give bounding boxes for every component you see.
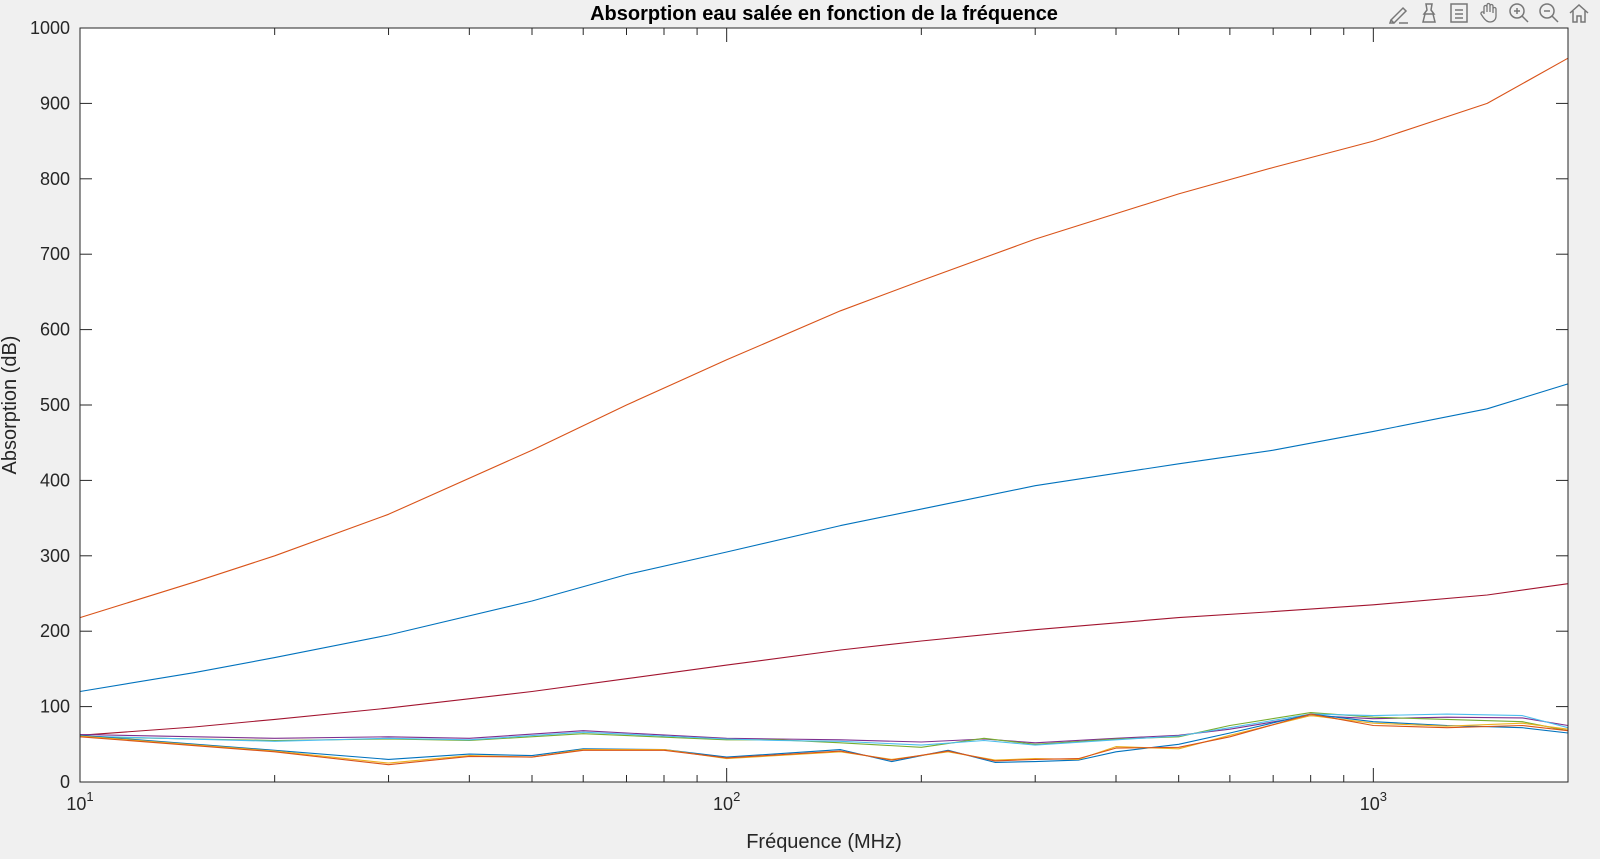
y-tick-label: 400 — [40, 470, 70, 490]
zoom-in-button[interactable] — [1506, 0, 1532, 26]
series-line-9 — [79, 713, 1569, 766]
series-line-3 — [79, 583, 1569, 736]
series-layer — [79, 57, 1569, 766]
y-tick-label: 0 — [60, 772, 70, 792]
home-icon — [1569, 3, 1589, 23]
series-line-4 — [79, 715, 1569, 744]
y-tick-label: 500 — [40, 395, 70, 415]
y-tick-label: 700 — [40, 244, 70, 264]
series-line-5 — [79, 712, 1569, 748]
figure-toolbar — [1386, 0, 1592, 26]
y-tick-label: 600 — [40, 320, 70, 340]
y-axis-label: Absorption (dB) — [0, 336, 21, 475]
x-tick-label-base: 10 — [66, 794, 86, 814]
edit-brush-icon — [1388, 6, 1408, 24]
x-tick-label: 103 — [1360, 789, 1387, 814]
x-tick-label: 102 — [713, 789, 740, 814]
y-tick-label: 1000 — [30, 18, 70, 38]
data-cursor-icon — [1422, 3, 1436, 23]
legend-icon — [1450, 3, 1468, 23]
x-tick-label-exponent: 2 — [733, 789, 740, 804]
y-tick-label: 900 — [40, 93, 70, 113]
legend-button[interactable] — [1446, 0, 1472, 26]
series-line-1 — [79, 57, 1569, 619]
axes-background — [80, 28, 1568, 782]
zoom-out-icon — [1539, 3, 1559, 23]
x-tick-label-base: 10 — [713, 794, 733, 814]
zoom-out-button[interactable] — [1536, 0, 1562, 26]
axes-box — [79, 27, 1569, 783]
series-line-2 — [79, 383, 1569, 693]
x-axis-label: Fréquence (MHz) — [746, 831, 902, 853]
y-tick-label: 100 — [40, 697, 70, 717]
zoom-in-icon — [1509, 3, 1529, 23]
x-tick-label: 101 — [66, 789, 93, 814]
chart-title: Absorption eau salée en fonction de la f… — [590, 3, 1058, 25]
x-tick-label-exponent: 3 — [1380, 789, 1387, 804]
x-tick-label-base: 10 — [1360, 794, 1380, 814]
data-cursor-button[interactable] — [1416, 0, 1442, 26]
edit-brush-button[interactable] — [1386, 0, 1412, 26]
x-tick-label-exponent: 1 — [86, 789, 93, 804]
y-tick-label: 200 — [40, 621, 70, 641]
y-tick-label: 800 — [40, 169, 70, 189]
pan-hand-icon — [1480, 2, 1497, 23]
home-button[interactable] — [1566, 0, 1592, 26]
series-line-6 — [79, 713, 1569, 746]
pan-button[interactable] — [1476, 0, 1502, 26]
y-tick-label: 300 — [40, 546, 70, 566]
